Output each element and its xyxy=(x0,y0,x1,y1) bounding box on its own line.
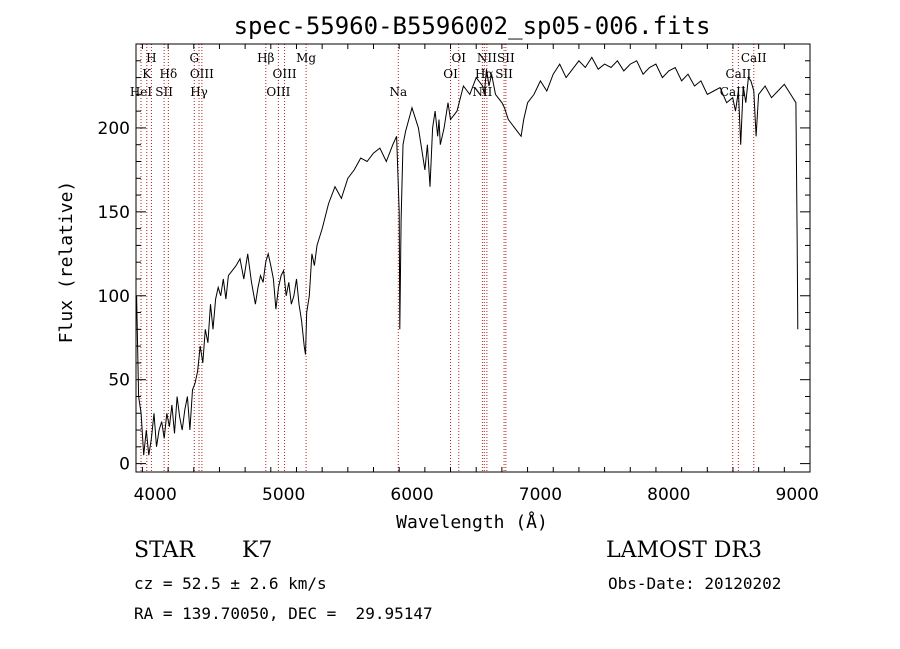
line-marker-label-22: CaII xyxy=(720,85,746,99)
y-tick-label-100: 100 xyxy=(98,287,130,307)
line-marker-label-5: G xyxy=(189,51,199,65)
y-tick-label-150: 150 xyxy=(98,203,130,223)
x-tick-label-9000: 9000 xyxy=(776,485,819,505)
line-marker-label-21: CaII xyxy=(725,67,751,81)
object-class: STAR xyxy=(134,538,195,563)
line-marker-label-8: Hβ xyxy=(257,51,274,65)
y-axis-label: Flux (relative) xyxy=(56,181,77,344)
line-marker-label-3: SII xyxy=(155,85,173,99)
line-marker-label-18: SII xyxy=(495,67,513,81)
y-axis-ticks: 0 50 100 150 200 xyxy=(98,60,810,475)
x-tick-label-8000: 8000 xyxy=(647,485,690,505)
line-marker-label-9: OIII xyxy=(273,67,297,81)
line-marker-label-11: Mg xyxy=(296,51,316,65)
line-marker-label-0: H xyxy=(146,51,156,65)
line-marker-label-12: Na xyxy=(389,85,407,99)
y-tick-label-200: 200 xyxy=(98,119,130,139)
line-marker-label-15: NII xyxy=(477,51,497,65)
spectrum-line xyxy=(136,56,799,456)
x-tick-label-5000: 5000 xyxy=(262,485,305,505)
line-marker-label-14: OI xyxy=(443,67,458,81)
line-marker-label-20: CaII xyxy=(741,51,767,65)
line-marker-label-2: HeI xyxy=(130,85,153,99)
line-marker-label-7: Hγ xyxy=(190,85,208,99)
line-markers xyxy=(140,44,755,472)
line-marker-label-16: SII xyxy=(497,51,515,65)
line-marker-label-17: Hα xyxy=(475,67,494,81)
x-axis-label: Wavelength (Å) xyxy=(396,511,548,533)
line-marker-label-4: Hδ xyxy=(160,67,178,81)
line-marker-label-1: K xyxy=(142,67,152,81)
y-tick-label-0: 0 xyxy=(119,455,130,475)
line-marker-label-6: OIII xyxy=(190,67,214,81)
y-tick-label-50: 50 xyxy=(108,371,130,391)
object-subclass: K7 xyxy=(242,538,273,563)
line-marker-label-19: NII xyxy=(472,85,492,99)
sky-coordinates: RA = 139.70050, DEC = 29.95147 xyxy=(134,604,433,623)
observation-date: Obs-Date: 20120202 xyxy=(608,574,782,593)
line-marker-label-13: OI xyxy=(451,51,466,65)
x-tick-label-4000: 4000 xyxy=(134,485,177,505)
survey-name: LAMOST DR3 xyxy=(606,538,762,563)
x-tick-label-7000: 7000 xyxy=(519,485,562,505)
plot-frame xyxy=(135,43,811,473)
redshift-velocity: cz = 52.5 ± 2.6 km/s xyxy=(134,574,327,593)
x-axis-ticks: 4000 5000 6000 7000 8000 9000 xyxy=(134,44,819,505)
line-marker-label-10: OIII xyxy=(266,85,290,99)
x-tick-label-6000: 6000 xyxy=(390,485,433,505)
chart-title: spec-55960-B5596002_sp05-006.fits xyxy=(234,12,711,40)
